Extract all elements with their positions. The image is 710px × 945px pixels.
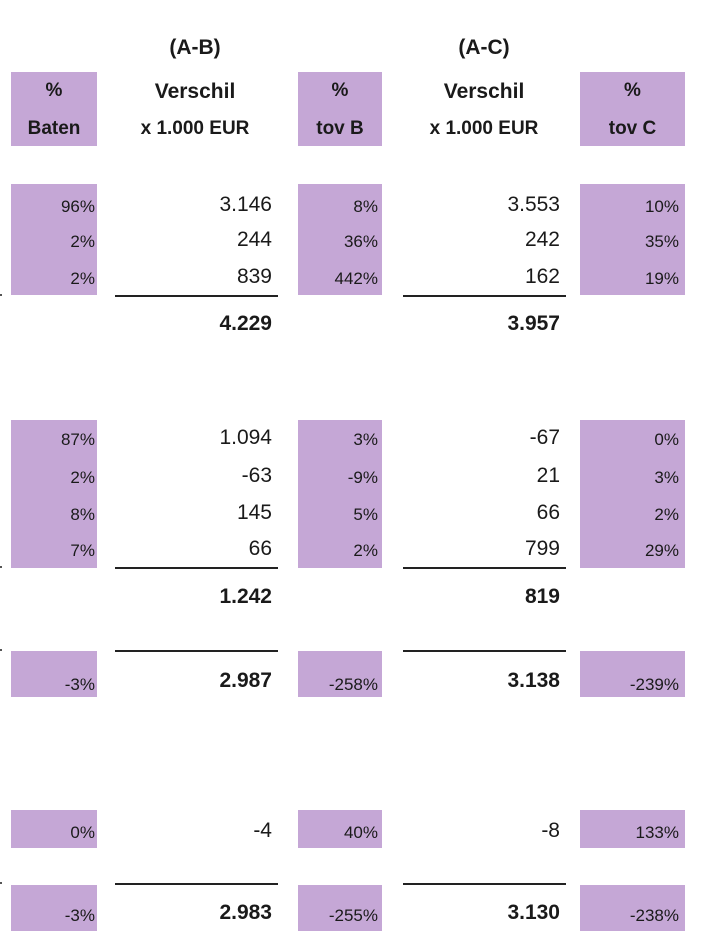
cell-tov-b: 3% <box>353 430 378 449</box>
cell-diff-ab: 66 <box>248 537 272 560</box>
subtotal-tov-b-shade <box>298 651 382 697</box>
cell-baten: 2% <box>70 232 95 251</box>
cell-tov-b: 40% <box>343 823 378 842</box>
header-tov-b-line2: tov B <box>316 118 364 139</box>
cell-tov-c: 10% <box>644 197 679 216</box>
rule-block1-ab <box>115 295 278 297</box>
rule-block2-ab <box>115 567 278 569</box>
edge-mark <box>0 294 2 296</box>
header-diff-ab-line1: Verschil <box>154 80 236 103</box>
total-baten-shade <box>11 885 97 931</box>
cell-tov-b: 2% <box>353 541 378 560</box>
group-header-ab: (A-B) <box>169 36 221 59</box>
cell-diff-ac-total: 3.957 <box>507 312 560 335</box>
cell-diff-ac-total: 819 <box>524 585 560 608</box>
cell-tov-c: -239% <box>629 675 679 694</box>
header-tov-b-shade <box>298 72 382 146</box>
header-diff-ac-line1: Verschil <box>443 80 525 103</box>
cell-diff-ab: 839 <box>236 265 272 288</box>
block2-baten-shade <box>11 420 97 568</box>
rule-subtotal-ab <box>115 650 278 652</box>
cell-tov-c: 2% <box>654 505 679 524</box>
header-tov-c-line1: % <box>624 80 641 101</box>
cell-tov-c: 19% <box>644 269 679 288</box>
total-tov-b-shade <box>298 885 382 931</box>
rule-block1-ac <box>403 295 566 297</box>
header-diff-ac-line2: x 1.000 EUR <box>429 118 539 139</box>
cell-diff-ab: 145 <box>236 501 272 524</box>
header-baten-shade <box>11 72 97 146</box>
cell-diff-ac: 799 <box>524 537 560 560</box>
cell-tov-b: 8% <box>353 197 378 216</box>
group-header-ac: (A-C) <box>458 36 510 59</box>
header-tov-c-line2: tov C <box>608 118 657 139</box>
cell-tov-b: 5% <box>353 505 378 524</box>
block1-tov-b-shade <box>298 184 382 295</box>
cell-baten: 2% <box>70 269 95 288</box>
rule-block2-ac <box>403 567 566 569</box>
cell-diff-ac-result: 3.138 <box>507 669 560 692</box>
cell-diff-ab: 244 <box>236 228 272 251</box>
cell-diff-ab: 1.094 <box>219 426 272 449</box>
subtotal-tov-c-shade <box>580 651 685 697</box>
cell-diff-ac: -8 <box>541 819 560 842</box>
cell-tov-c: 29% <box>644 541 679 560</box>
cell-diff-ab-total: 1.242 <box>219 585 272 608</box>
cell-baten: -3% <box>64 906 95 925</box>
cell-baten: 87% <box>60 430 95 449</box>
rule-total-ac <box>403 883 566 885</box>
header-diff-ab-line2: x 1.000 EUR <box>140 118 250 139</box>
header-baten-line2: Baten <box>27 118 81 139</box>
cell-baten: 8% <box>70 505 95 524</box>
block1-tov-c-shade <box>580 184 685 295</box>
cell-diff-ac-final: 3.130 <box>507 901 560 924</box>
cell-baten: 96% <box>60 197 95 216</box>
header-tov-b-line1: % <box>331 80 349 101</box>
other-tov-b-shade <box>298 810 382 848</box>
other-tov-c-shade <box>580 810 685 848</box>
cell-diff-ac: -67 <box>529 426 560 449</box>
cell-diff-ac: 66 <box>536 501 560 524</box>
cell-tov-b: -9% <box>347 468 378 487</box>
other-baten-shade <box>11 810 97 848</box>
rule-total-ab <box>115 883 278 885</box>
cell-tov-c: 3% <box>654 468 679 487</box>
cell-baten: 0% <box>70 823 95 842</box>
cell-tov-c: 133% <box>635 823 679 842</box>
subtotal-baten-shade <box>11 651 97 697</box>
cell-tov-c: -238% <box>629 906 679 925</box>
cell-baten: 2% <box>70 468 95 487</box>
cell-diff-ac: 21 <box>536 464 560 487</box>
cell-tov-c: 0% <box>654 430 679 449</box>
header-tov-c-shade <box>580 72 685 146</box>
cell-tov-b: -255% <box>328 906 378 925</box>
cell-tov-b: -258% <box>328 675 378 694</box>
cell-diff-ac: 3.553 <box>507 193 560 216</box>
total-tov-c-shade <box>580 885 685 931</box>
cell-tov-b: 442% <box>334 269 378 288</box>
cell-diff-ab-result: 2.987 <box>219 669 272 692</box>
cell-diff-ab: 3.146 <box>219 193 272 216</box>
cell-diff-ab: -4 <box>253 819 272 842</box>
edge-mark <box>0 882 2 884</box>
cell-diff-ac: 162 <box>524 265 560 288</box>
edge-mark <box>0 649 2 651</box>
cell-diff-ab: -63 <box>241 464 272 487</box>
block1-baten-shade <box>11 184 97 295</box>
cell-tov-b: 36% <box>343 232 378 251</box>
header-baten-line1: % <box>45 80 63 101</box>
cell-tov-c: 35% <box>644 232 679 251</box>
cell-diff-ab-total: 4.229 <box>219 312 272 335</box>
cell-baten: 7% <box>70 541 95 560</box>
edge-mark <box>0 566 2 568</box>
block2-tov-c-shade <box>580 420 685 568</box>
cell-diff-ab-final: 2.983 <box>219 901 272 924</box>
block2-tov-b-shade <box>298 420 382 568</box>
cell-baten: -3% <box>64 675 95 694</box>
rule-subtotal-ac <box>403 650 566 652</box>
cell-diff-ac: 242 <box>524 228 560 251</box>
